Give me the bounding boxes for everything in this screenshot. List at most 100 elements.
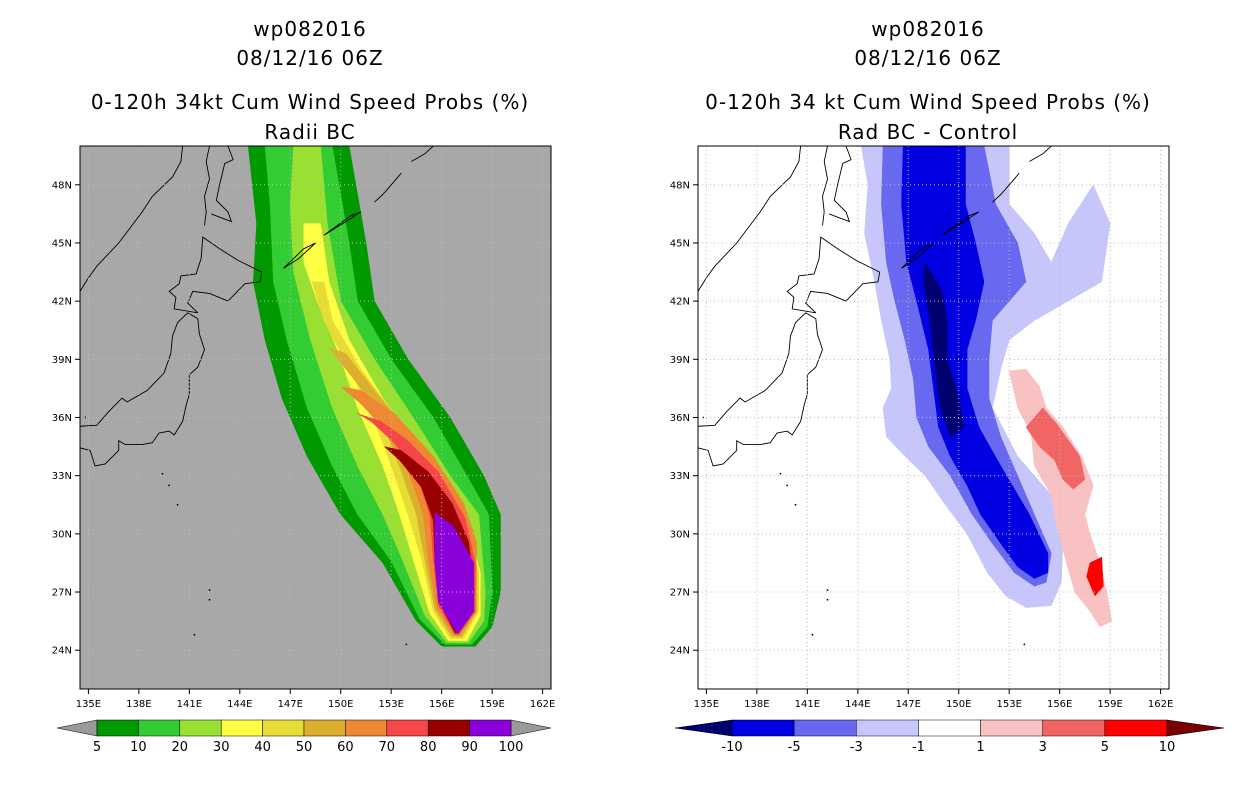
right-coastline-3 [829,146,852,223]
right-xtick-label-4: 147E [896,699,921,710]
left-coastline-3 [211,146,234,223]
left-coastline-6 [283,242,316,269]
left-island-0 [161,472,164,475]
right-xtick-label-3: 144E [845,699,870,710]
left-colorbar-swatch-1 [138,719,181,737]
right-coastline-5 [698,277,707,292]
right-colorbar-label-6: 5 [1101,740,1109,755]
right-colorbar-label-4: 1 [976,740,984,755]
right-colorbar-swatch-2 [856,719,919,737]
right-contour-3 [1025,407,1086,490]
left-xtick-label-1: 138E [126,699,151,710]
left-probability-map: 135E 138E 141E 144E 147E 150E 153E 156E 159E 162E… [52,145,555,755]
left-island-6 [405,643,408,646]
left-plot-frame [79,145,552,690]
right-island-0 [779,472,782,475]
right-contour--10 [923,261,965,438]
right-colorbar-high-arrow [1166,719,1225,737]
left-colorbar-high-arrow [510,719,552,737]
right-ytick-label-0: 24N [670,646,690,657]
right-colorbar-swatch-3 [918,719,981,737]
right-datetime: 08/12/16 06Z [854,46,1002,70]
right-chart-subtitle: Rad BC - Control [837,120,1019,144]
left-colorbar-swatch-5 [303,719,346,737]
left-colorbar-label-2: 20 [172,740,189,755]
left-chart-subtitle: Radii BC [264,120,356,144]
right-plot-frame [697,145,1170,690]
left-colorbar-label-3: 30 [213,740,230,755]
right-island-4 [826,598,829,601]
right-ytick-label-6: 42N [670,297,690,308]
right-contour-5 [1086,556,1104,597]
left-ytick-label-2: 30N [52,529,72,540]
right-xtick-label-6: 153E [996,699,1021,710]
right-xtick-label-2: 141E [795,699,820,710]
right-colorbar-swatch-1 [793,719,857,737]
right-colorbar-label-5: 3 [1039,740,1047,755]
left-ytick-label-1: 27N [52,588,72,599]
left-colorbar-swatch-9 [469,719,512,737]
left-colorbar-swatch-2 [179,719,222,737]
right-ytick-label-2: 30N [670,529,690,540]
left-xtick-label-2: 141E [177,699,202,710]
left-xtick-label-9: 162E [530,699,555,710]
right-ytick-label-8: 48N [670,180,690,191]
right-island-2 [794,503,797,506]
left-island-1 [168,484,171,487]
left-ytick-label-4: 36N [52,413,72,424]
right-colorbar-swatch-0 [731,719,795,737]
right-chart-title: 0-120h 34 kt Cum Wind Speed Probs (%) [705,90,1151,114]
right-difference-map: 135E 138E 141E 144E 147E 150E 153E 156E 159E 162E… [670,145,1225,755]
left-colorbar-swatch-4 [262,719,305,737]
left-colorbar-swatch-8 [427,719,470,737]
right-ytick-label-1: 27N [670,588,690,599]
left-coastline-5 [80,277,89,292]
right-coastline-4 [706,146,802,279]
right-coastline-6 [901,242,934,269]
left-island-2 [176,503,179,506]
left-colorbar-swatch-3 [220,719,263,737]
left-contour-90 [434,512,474,634]
right-contour--5 [901,146,1049,579]
right-storm-id: wp082016 [871,17,985,41]
left-plot-layer [80,146,551,689]
left-colorbar-label-0: 5 [93,740,101,755]
left-colorbar-label-10: 100 [499,740,524,755]
left-coastline-9 [411,146,434,162]
left-xtick-label-7: 156E [429,699,454,710]
left-coastline-8 [374,172,402,203]
left-storm-id: wp082016 [253,17,367,41]
right-colorbar-swatch-6 [1104,719,1168,737]
right-coastline-1 [786,236,881,314]
left-island-3 [208,589,211,591]
right-island-6 [1023,643,1026,646]
right-plot-layer [698,146,1169,689]
right-coastline-2 [822,146,828,226]
left-island-4 [208,598,211,601]
left-xtick-label-3: 144E [227,699,252,710]
right-coastline-7 [941,211,980,236]
left-ytick-label-6: 42N [52,297,72,308]
right-coastline-9 [1029,146,1052,162]
left-colorbar-label-8: 80 [420,740,437,755]
right-xtick-label-8: 159E [1097,699,1122,710]
left-colorbar-label-1: 10 [130,740,147,755]
left-chart-title: 0-120h 34kt Cum Wind Speed Probs (%) [90,90,530,114]
left-ytick-label-3: 33N [52,471,72,482]
left-colorbar-low-arrow [56,719,98,737]
left-xtick-label-5: 150E [328,699,353,710]
left-colorbar-swatch-7 [386,719,429,737]
left-datetime: 08/12/16 06Z [236,46,384,70]
right-colorbar-label-1: -5 [788,740,801,755]
right-colorbar-label-0: -10 [721,740,742,755]
left-xtick-label-4: 147E [278,699,303,710]
left-xtick-label-8: 159E [479,699,504,710]
right-colorbar-label-3: -1 [912,740,925,755]
left-island-5 [193,633,196,636]
right-coastline-0 [698,312,823,467]
left-ytick-label-5: 39N [52,355,72,366]
left-colorbar-swatch-0 [96,719,139,737]
right-coastline-8 [992,172,1020,203]
right-colorbar-swatch-5 [1042,719,1106,737]
right-xtick-label-0: 135E [694,699,719,710]
